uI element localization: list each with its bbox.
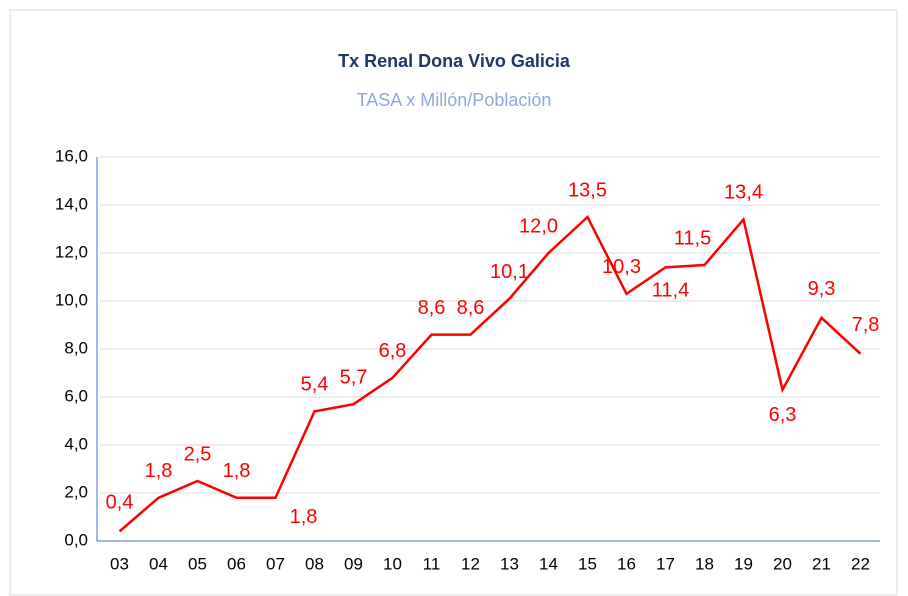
x-tick-label: 18 <box>695 554 714 573</box>
data-label: 5,4 <box>301 374 329 396</box>
x-tick-label: 21 <box>812 554 831 573</box>
y-tick-label: 16,0 <box>55 146 88 165</box>
data-label: 1,8 <box>290 506 318 528</box>
data-label: 13,5 <box>568 179 607 201</box>
data-label: 11,5 <box>674 227 711 249</box>
y-tick-label: 10,0 <box>55 290 88 309</box>
data-label: 0,4 <box>106 492 134 514</box>
x-tick-label: 19 <box>734 554 753 573</box>
data-label: 10,1 <box>490 261 529 283</box>
x-tick-label: 11 <box>423 554 441 573</box>
chart-subtitle: TASA x Millón/Población <box>357 90 552 110</box>
x-tick-label: 15 <box>578 554 597 573</box>
x-tick-label: 20 <box>773 554 792 573</box>
data-label: 8,6 <box>418 297 446 319</box>
y-tick-label: 4,0 <box>64 434 88 453</box>
data-label: 10,3 <box>602 256 641 278</box>
x-tick-label: 12 <box>461 554 480 573</box>
x-tick-label: 06 <box>227 554 246 573</box>
y-tick-label: 6,0 <box>64 386 88 405</box>
data-label: 2,5 <box>184 443 212 465</box>
chart-title: Tx Renal Dona Vivo Galicia <box>338 51 571 71</box>
x-tick-label: 10 <box>383 554 402 573</box>
y-tick-label: 14,0 <box>55 194 88 213</box>
x-tick-label: 17 <box>656 554 675 573</box>
y-tick-label: 0,0 <box>64 530 88 549</box>
y-tick-label: 12,0 <box>55 242 88 261</box>
x-tick-label: 04 <box>149 554 168 573</box>
data-label: 12,0 <box>519 215 558 237</box>
x-tick-label: 13 <box>500 554 519 573</box>
data-label: 6,3 <box>769 404 797 426</box>
x-tick-label: 22 <box>851 554 870 573</box>
line <box>118 214 862 533</box>
x-tick-label: 09 <box>344 554 363 573</box>
y-tick-label: 2,0 <box>64 482 88 501</box>
data-label: 11,4 <box>652 280 689 302</box>
x-tick-label: 05 <box>188 554 207 573</box>
data-label: 13,4 <box>724 182 763 204</box>
data-label: 1,8 <box>223 460 251 482</box>
x-tick-label: 03 <box>110 554 129 573</box>
x-tick-label: 08 <box>305 554 324 573</box>
x-tick-label: 07 <box>266 554 285 573</box>
data-label: 7,8 <box>852 314 880 336</box>
x-tick-label: 14 <box>539 554 558 573</box>
data-label: 1,8 <box>145 460 173 482</box>
data-label: 6,8 <box>379 340 407 362</box>
data-label: 9,3 <box>808 278 836 300</box>
data-label: 5,7 <box>340 366 368 388</box>
x-tick-label: 16 <box>617 554 636 573</box>
y-tick-label: 8,0 <box>64 338 88 357</box>
data-label: 8,6 <box>457 297 485 319</box>
